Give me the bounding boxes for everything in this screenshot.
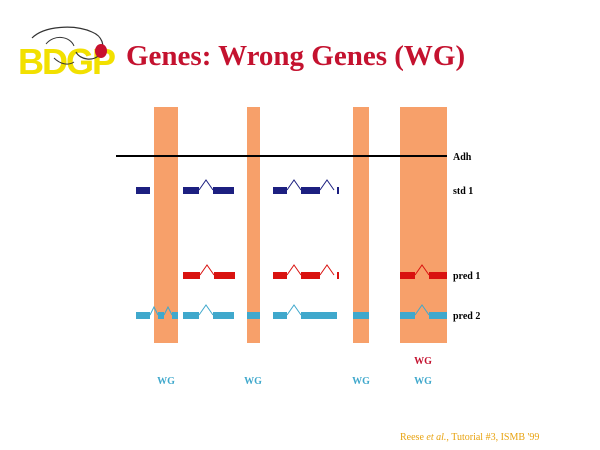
footer-etal: et al. <box>426 432 447 443</box>
wg-highlight-2 <box>247 107 260 343</box>
fly-eye-icon <box>95 44 107 58</box>
footer-author: Reese <box>400 432 424 443</box>
pred1-intron <box>199 264 215 276</box>
pred2-track <box>136 304 447 319</box>
wg-label-3: WG <box>352 376 370 387</box>
std1-intron <box>286 179 302 191</box>
wg-highlight-4 <box>400 107 447 343</box>
wg-highlight-1 <box>154 107 178 343</box>
pred2-exon <box>273 312 287 319</box>
std1-exon <box>337 187 339 194</box>
pred2-exon <box>400 312 415 319</box>
pred2-exon <box>247 312 260 319</box>
std1-exon <box>301 187 320 194</box>
wg-label-1: WG <box>157 376 175 387</box>
pred2-intron <box>414 304 430 316</box>
wg-label-2: WG <box>244 376 262 387</box>
pred1-intron <box>414 264 430 276</box>
std1-exon <box>183 187 199 194</box>
pred1-exon <box>273 272 287 279</box>
pred2-intron <box>286 304 302 316</box>
pred1-intron <box>286 264 302 276</box>
std1-exon <box>213 187 234 194</box>
pred2-intron <box>149 305 159 316</box>
bdgp-logo: BDGP <box>18 26 117 82</box>
std1-intron <box>198 179 214 191</box>
std1-exon <box>273 187 287 194</box>
pred1-exon <box>337 272 339 279</box>
pred1-exon <box>214 272 235 279</box>
wg-label-red: WG <box>414 356 432 367</box>
footer-rest: , Tutorial #3, ISMB '99 <box>446 432 540 443</box>
pred2-exon <box>301 312 337 319</box>
pred1-exon <box>400 272 415 279</box>
pred1-track <box>183 264 447 279</box>
track-label-pred2: pred 2 <box>453 311 480 322</box>
citation-footer: Reese et al., Tutorial #3, ISMB '99 <box>400 432 539 443</box>
pred2-exon <box>353 312 369 319</box>
pred2-intron <box>198 304 214 316</box>
wg-highlight-3 <box>353 107 369 343</box>
std1-track <box>136 179 339 194</box>
wg-label-4: WG <box>414 376 432 387</box>
track-label-adh: Adh <box>453 152 472 163</box>
pred1-intron <box>319 264 335 276</box>
std1-intron <box>319 179 335 191</box>
pred2-exon <box>213 312 234 319</box>
pred2-exon <box>183 312 199 319</box>
std1-exon <box>136 187 150 194</box>
fly-outline-icon <box>31 26 104 60</box>
track-label-std1: std 1 <box>453 186 473 197</box>
pred2-exon <box>429 312 447 319</box>
pred1-exon <box>429 272 447 279</box>
pred1-exon <box>183 272 200 279</box>
pred1-exon <box>301 272 320 279</box>
track-label-pred1: pred 1 <box>453 271 480 282</box>
page-title: Genes: Wrong Genes (WG) <box>126 40 466 72</box>
pred2-exon <box>172 312 178 319</box>
pred2-intron <box>163 305 173 316</box>
pred2-exon <box>158 312 164 319</box>
pred2-exon <box>136 312 150 319</box>
